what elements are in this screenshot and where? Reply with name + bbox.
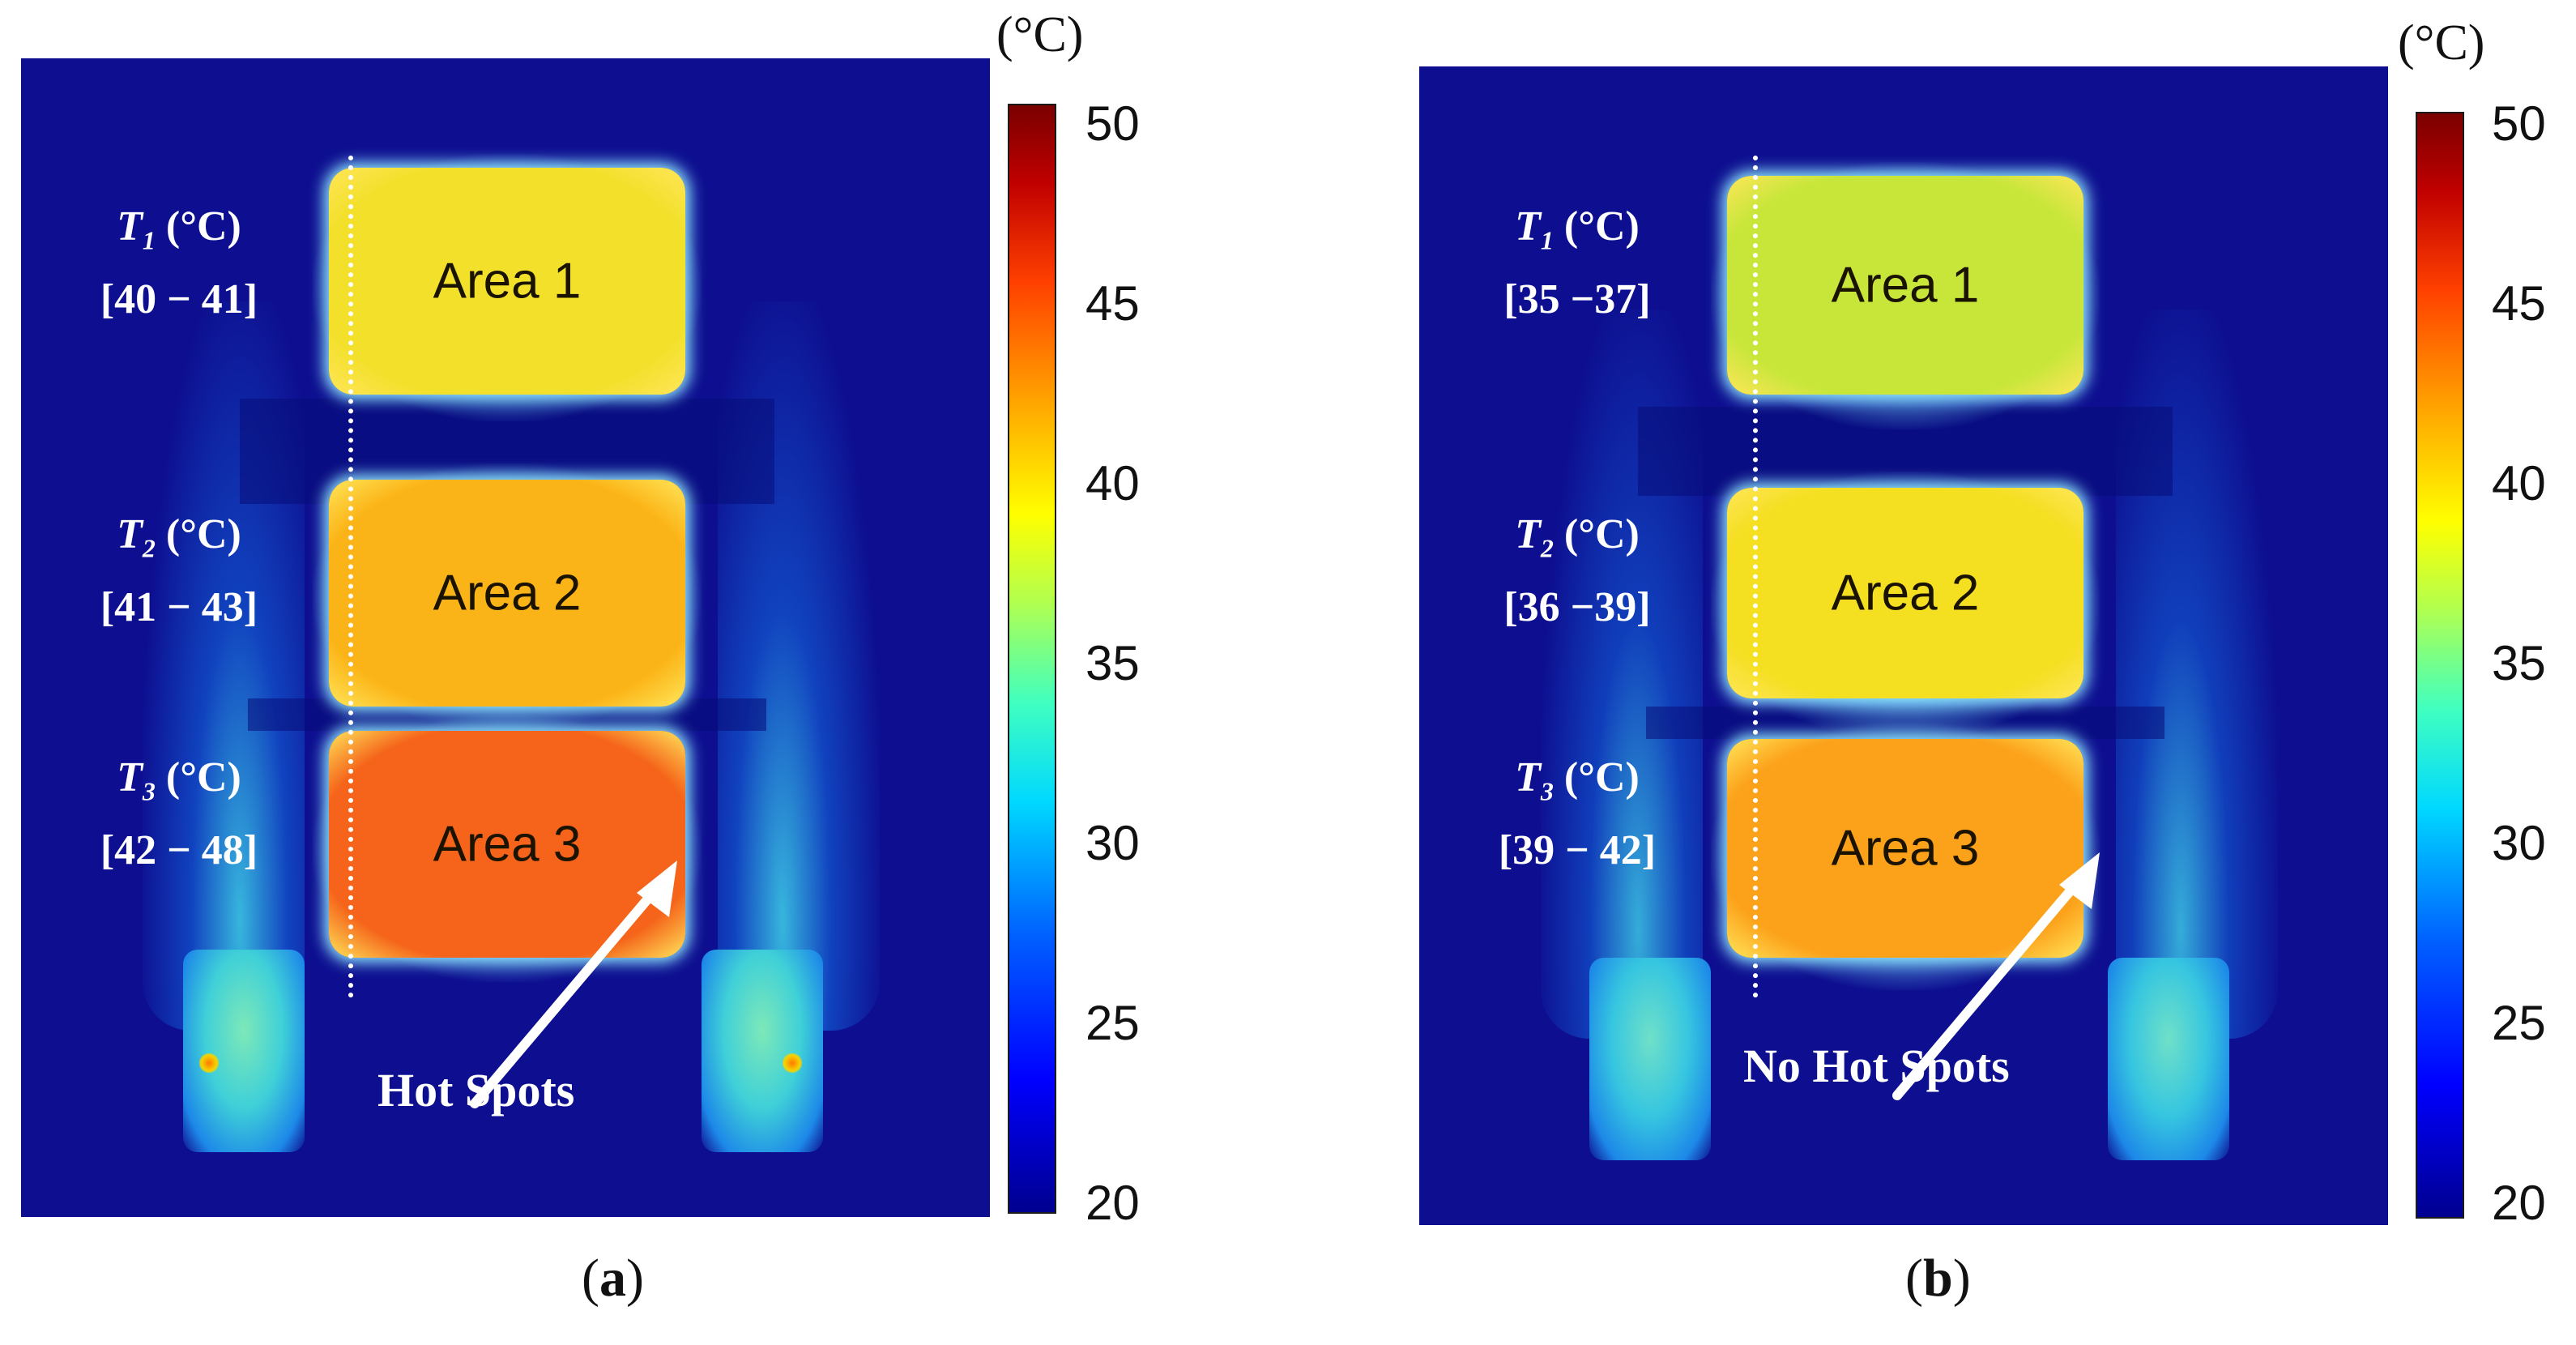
colorbar-tick-25-a: 25 (1085, 996, 1140, 1050)
right-foot (702, 950, 823, 1152)
t3-range-a: [42 − 48] (100, 827, 258, 873)
callout-arrow-a (470, 860, 677, 1108)
colorbar-tick-20-a: 20 (1085, 1176, 1140, 1230)
area-2: Area 2 (1727, 488, 2083, 698)
area-1: Area 1 (329, 168, 685, 395)
area-3-label: Area 3 (433, 816, 582, 873)
t2-range-b: [36 −39] (1503, 584, 1651, 630)
measurement-line (1753, 156, 1758, 998)
area-1-label: Area 1 (1831, 257, 1980, 314)
colorbar-a (1008, 104, 1056, 1214)
left-foot-hotspot (199, 1053, 219, 1073)
thermal-map-a: Area 1 Area 2 Area 3 T1 (°C) [40 − 41] T… (21, 58, 990, 1217)
left-foot (1589, 958, 1711, 1160)
t1-label-b: T1 (°C) (1515, 203, 1640, 255)
area-1-label: Area 1 (433, 253, 582, 310)
colorbar-b (2416, 112, 2464, 1219)
area-1: Area 1 (1727, 176, 2083, 395)
measurement-line (348, 156, 353, 998)
t2-label-b: T2 (°C) (1515, 511, 1640, 563)
caption-b: (b) (1905, 1249, 1971, 1308)
colorbar-tick-50-a: 50 (1085, 96, 1140, 151)
colorbar-unit-b: (°C) (2398, 15, 2485, 70)
colorbar-tick-35-b: 35 (2492, 636, 2546, 690)
colorbar-tick-25-b: 25 (2492, 996, 2546, 1050)
callout-text-b: No Hot Spots (1743, 1040, 2010, 1092)
colorbar-tick-20-b: 20 (2492, 1176, 2546, 1230)
colorbar-tick-35-a: 35 (1085, 636, 1140, 690)
colorbar-tick-30-a: 30 (1085, 816, 1140, 870)
t2-label-a: T2 (°C) (117, 511, 241, 563)
left-foot (183, 950, 305, 1152)
area-3-label: Area 3 (1831, 820, 1980, 877)
colorbar-tick-30-b: 30 (2492, 816, 2546, 870)
t1-label-a: T1 (°C) (117, 203, 241, 255)
colorbar-unit-a: (°C) (996, 7, 1084, 62)
caption-a: (a) (582, 1249, 644, 1308)
area-2: Area 2 (329, 480, 685, 707)
colorbar-tick-40-a: 40 (1085, 456, 1140, 510)
t3-label-b: T3 (°C) (1515, 754, 1640, 806)
t1-range-b: [35 −37] (1503, 276, 1651, 322)
thermal-map-b: Area 1 Area 2 Area 3 T1 (°C) [35 −37] T2… (1419, 66, 2388, 1225)
right-foot (2108, 958, 2229, 1160)
t1-range-a: [40 − 41] (100, 276, 258, 322)
colorbar-tick-45-a: 45 (1085, 276, 1140, 331)
t3-label-a: T3 (°C) (117, 754, 241, 806)
area-3: Area 3 (1727, 739, 2083, 958)
callout-arrow-b (1892, 852, 2100, 1100)
colorbar-tick-40-b: 40 (2492, 456, 2546, 510)
t3-range-b: [39 − 42] (1498, 827, 1657, 873)
area-2-label: Area 2 (433, 565, 582, 621)
callout-text-a: Hot Spots (377, 1064, 575, 1117)
t2-range-a: [41 − 43] (100, 584, 258, 630)
right-foot-hotspot (783, 1053, 802, 1073)
colorbar-tick-45-b: 45 (2492, 276, 2546, 331)
area-2-label: Area 2 (1831, 565, 1980, 621)
colorbar-tick-50-b: 50 (2492, 96, 2546, 151)
